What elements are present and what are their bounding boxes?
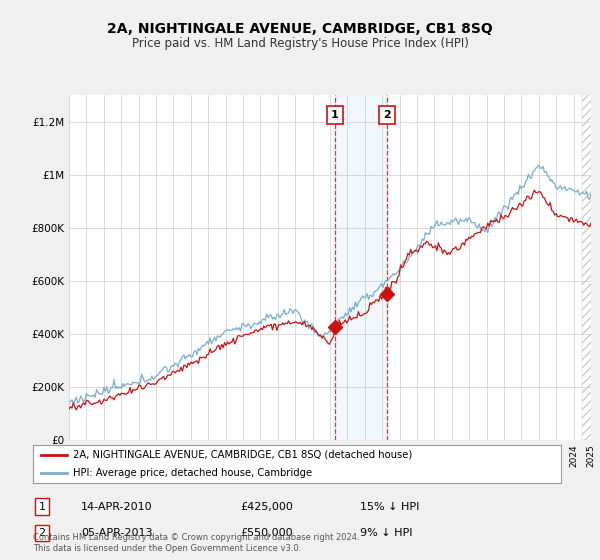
Text: £550,000: £550,000 xyxy=(240,528,293,538)
Text: 1: 1 xyxy=(331,110,339,120)
Text: 05-APR-2013: 05-APR-2013 xyxy=(81,528,152,538)
Text: HPI: Average price, detached house, Cambridge: HPI: Average price, detached house, Camb… xyxy=(73,468,312,478)
Text: Contains HM Land Registry data © Crown copyright and database right 2024.
This d: Contains HM Land Registry data © Crown c… xyxy=(33,533,359,553)
Text: 2A, NIGHTINGALE AVENUE, CAMBRIDGE, CB1 8SQ: 2A, NIGHTINGALE AVENUE, CAMBRIDGE, CB1 8… xyxy=(107,22,493,36)
Text: 2: 2 xyxy=(38,528,46,538)
Text: Price paid vs. HM Land Registry's House Price Index (HPI): Price paid vs. HM Land Registry's House … xyxy=(131,37,469,50)
Text: 9% ↓ HPI: 9% ↓ HPI xyxy=(360,528,413,538)
Text: 2A, NIGHTINGALE AVENUE, CAMBRIDGE, CB1 8SQ (detached house): 2A, NIGHTINGALE AVENUE, CAMBRIDGE, CB1 8… xyxy=(73,450,412,460)
Bar xyxy=(335,95,387,440)
Text: 14-APR-2010: 14-APR-2010 xyxy=(81,502,152,512)
Text: £425,000: £425,000 xyxy=(240,502,293,512)
Text: 2: 2 xyxy=(383,110,391,120)
Text: 15% ↓ HPI: 15% ↓ HPI xyxy=(360,502,419,512)
Text: 1: 1 xyxy=(38,502,46,512)
